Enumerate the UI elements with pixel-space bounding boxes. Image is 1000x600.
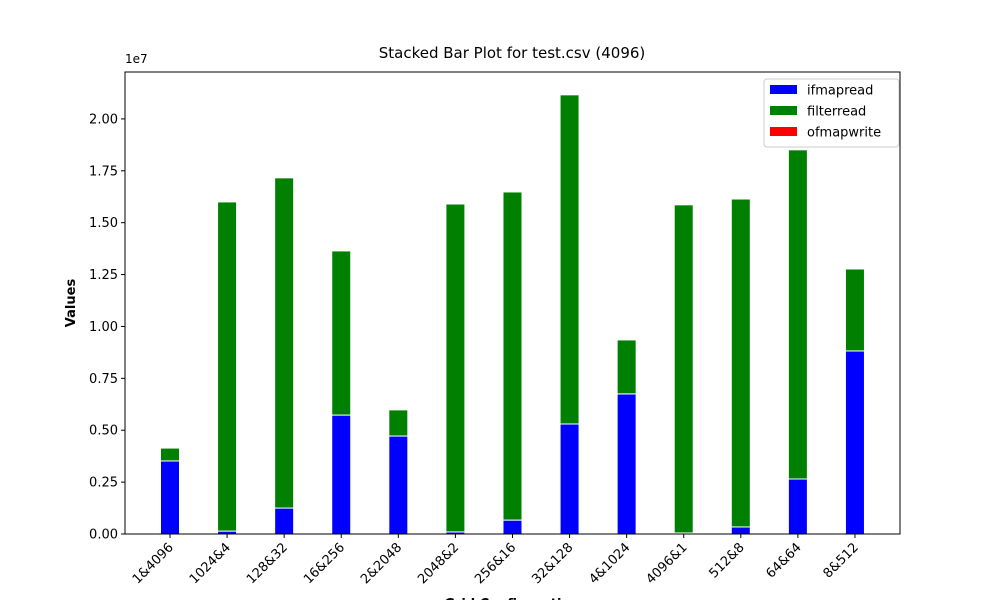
legend-label: ofmapwrite — [807, 126, 881, 141]
chart-title: Stacked Bar Plot for test.csv (4096) — [379, 44, 646, 62]
bar-segment — [730, 526, 751, 535]
legend-swatch — [770, 85, 797, 94]
bar-segment — [616, 393, 637, 535]
y-tick-label: 0.50 — [89, 424, 118, 439]
y-tick-label: 0.75 — [89, 372, 118, 387]
x-axis-title: Grid Configuration — [444, 597, 579, 600]
bar-segment — [730, 198, 751, 528]
bar-segment — [388, 409, 409, 437]
legend-swatch — [770, 106, 797, 115]
y-tick-label: 1.75 — [89, 164, 118, 179]
legend-label: filterread — [807, 105, 866, 120]
y-axis-title: Values — [64, 279, 79, 328]
y-tick-label: 1.25 — [89, 268, 118, 283]
bar-segment — [502, 191, 523, 521]
bar-segment — [331, 414, 352, 535]
bar-segment — [787, 149, 808, 480]
legend-box — [763, 78, 900, 148]
bar-segment — [502, 519, 523, 535]
plot-frame — [124, 71, 901, 535]
y-tick-label: 1.00 — [89, 320, 118, 335]
legend-label: ifmapread — [807, 84, 873, 99]
bar-segment — [445, 203, 466, 533]
bar-segment — [844, 268, 865, 352]
bar-segment — [274, 177, 295, 509]
bar-segment — [559, 423, 580, 535]
y-tick-label: 2.00 — [89, 112, 118, 127]
bar-segment — [160, 447, 180, 462]
bar-segment — [844, 350, 865, 535]
y-tick-label: 0.25 — [89, 476, 118, 491]
bar-segment — [388, 435, 409, 535]
bar-segment — [160, 460, 180, 535]
y-tick-label: 1.50 — [89, 216, 118, 231]
bar-segment — [673, 204, 694, 534]
bar-segment — [787, 478, 808, 535]
bar-segment — [559, 94, 580, 425]
bar-segment — [616, 339, 637, 395]
legend-swatch — [770, 127, 797, 136]
y-offset-label: 1e7 — [125, 52, 148, 66]
y-tick-label: 0.00 — [89, 528, 118, 543]
bar-segment — [217, 201, 238, 532]
bar-segment — [331, 250, 352, 416]
bar-segment — [274, 507, 295, 535]
